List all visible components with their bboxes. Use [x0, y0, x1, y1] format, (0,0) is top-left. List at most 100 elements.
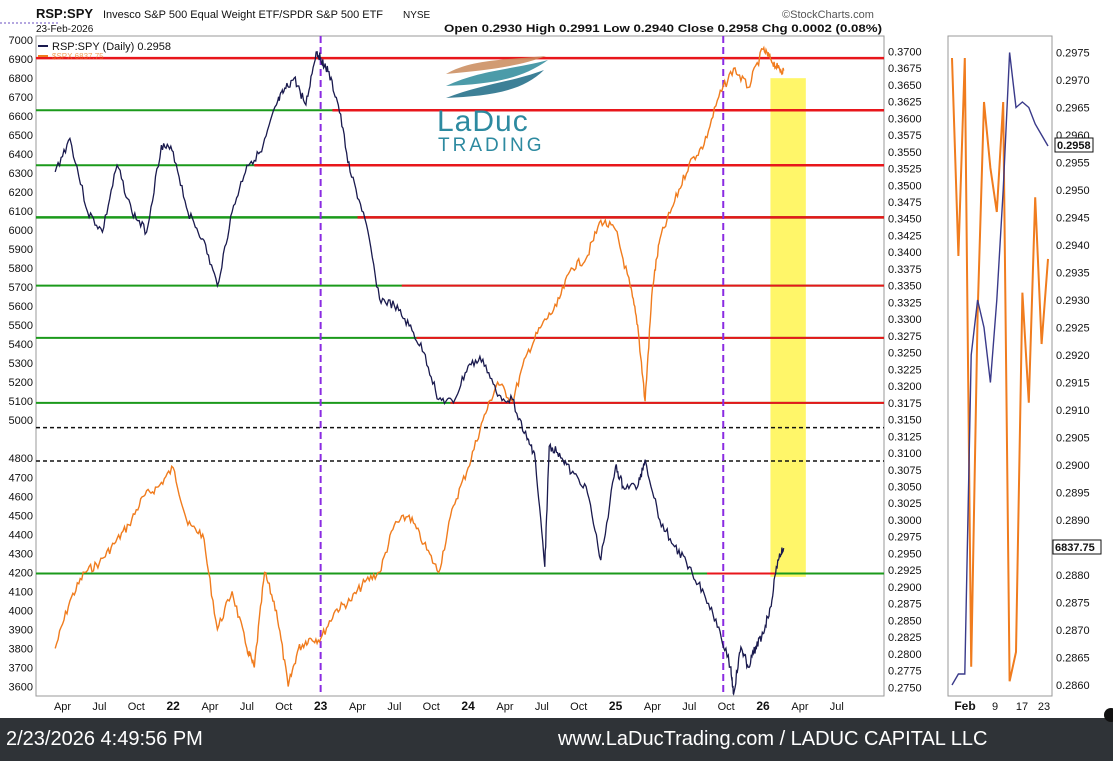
- side-tick-label: 0.2935: [1056, 268, 1090, 280]
- side-tick-label: 0.2965: [1056, 103, 1090, 115]
- left-tick-label: 3800: [9, 643, 33, 655]
- side-tick-label: 0.2915: [1056, 378, 1090, 390]
- right-tick-label: 0.2825: [888, 632, 922, 644]
- side-tick-label: 0.2890: [1056, 515, 1090, 527]
- x-tick-label: Jul: [92, 701, 106, 713]
- right-tick-label: 0.2750: [888, 682, 922, 694]
- right-tick-label: 0.2875: [888, 599, 922, 611]
- left-tick-label: 4100: [9, 586, 33, 598]
- x-tick-label: Jul: [240, 701, 254, 713]
- right-tick-label: 0.3325: [888, 297, 922, 309]
- right-tick-label: 0.2800: [888, 649, 922, 661]
- right-tick-label: 0.3400: [888, 247, 922, 259]
- highlight-zone: [770, 78, 806, 577]
- right-tick-label: 0.3125: [888, 431, 922, 443]
- x-tick-label: 25: [609, 699, 623, 713]
- right-tick-label: 0.2950: [888, 548, 922, 560]
- left-tick-label: 4600: [9, 491, 33, 503]
- right-tick-label: 0.3200: [888, 381, 922, 393]
- right-tick-label: 0.3050: [888, 481, 922, 493]
- x-tick-label: Apr: [349, 701, 366, 713]
- chart-svg: RSP:SPY Invesco S&P 500 Equal Weight ETF…: [0, 6, 1102, 713]
- left-tick-label: 6600: [9, 111, 33, 123]
- header-exchange: NYSE: [403, 10, 431, 21]
- side-tick-label: 0.2930: [1056, 295, 1090, 307]
- left-tick-label: 5000: [9, 415, 33, 427]
- side-tick-label: 0.2970: [1056, 75, 1090, 87]
- side-tick-label: 0.2920: [1056, 350, 1090, 362]
- left-tick-label: 4700: [9, 472, 33, 484]
- left-tick-label: 5700: [9, 282, 33, 294]
- left-tick-label: 6400: [9, 149, 33, 161]
- logo-line1: LaDuc: [437, 105, 529, 138]
- x-tick-label: Oct: [718, 701, 735, 713]
- right-tick-label: 0.3575: [888, 130, 922, 142]
- right-tick-label: 0.3075: [888, 465, 922, 477]
- x-tick-label: Apr: [201, 701, 218, 713]
- side-tick-label: 0.2945: [1056, 213, 1090, 225]
- side-tick-label: 0.2870: [1056, 625, 1090, 637]
- left-tick-label: 4800: [9, 453, 33, 465]
- right-tick-label: 0.3225: [888, 364, 922, 376]
- side-plot-frame: [947, 35, 1053, 697]
- side-tick-label: 0.2880: [1056, 570, 1090, 582]
- side-x-tick-label: 23: [1038, 701, 1050, 713]
- side-tick-label: 0.2940: [1056, 240, 1090, 252]
- left-tick-label: 3600: [9, 681, 33, 693]
- left-tick-label: 5200: [9, 377, 33, 389]
- right-tick-label: 0.2925: [888, 565, 922, 577]
- chart-area: RSP:SPY Invesco S&P 500 Equal Weight ETF…: [0, 6, 1102, 713]
- left-tick-label: 6200: [9, 187, 33, 199]
- left-tick-label: 4300: [9, 548, 33, 560]
- left-tick-label: 4500: [9, 510, 33, 522]
- right-tick-label: 0.3675: [888, 63, 922, 75]
- x-tick-label: Oct: [423, 701, 440, 713]
- side-tick-label: 0.2900: [1056, 460, 1090, 472]
- side-x-tick-label: Feb: [954, 699, 975, 713]
- side-tick-label: 0.2905: [1056, 433, 1090, 445]
- right-tick-label: 0.3700: [888, 46, 922, 58]
- side-tick-label: 0.2895: [1056, 488, 1090, 500]
- right-tick-label: 0.3500: [888, 180, 922, 192]
- right-tick-label: 0.3625: [888, 97, 922, 109]
- left-tick-label: 5100: [9, 396, 33, 408]
- left-tick-label: 4400: [9, 529, 33, 541]
- x-tick-label: 22: [166, 699, 180, 713]
- right-tick-label: 0.3150: [888, 415, 922, 427]
- side-tick-label: 0.2950: [1056, 185, 1090, 197]
- left-tick-label: 6300: [9, 168, 33, 180]
- side-tick-label: 0.2955: [1056, 158, 1090, 170]
- right-tick-label: 0.3300: [888, 314, 922, 326]
- legend-spx-label: $SPX 6837.75: [52, 52, 104, 61]
- header-symbol: RSP:SPY: [36, 6, 93, 21]
- left-tick-label: 5900: [9, 244, 33, 256]
- side-x-tick-label: 9: [992, 701, 998, 713]
- x-tick-label: 26: [756, 699, 770, 713]
- x-tick-label: 23: [314, 699, 328, 713]
- left-tick-label: 5800: [9, 263, 33, 275]
- right-tick-label: 0.2900: [888, 582, 922, 594]
- side-spx-line: [951, 57, 1049, 682]
- x-tick-label: Apr: [644, 701, 661, 713]
- right-tick-label: 0.3100: [888, 448, 922, 460]
- laduc-logo: LaDuc TRADING: [437, 56, 548, 156]
- spx-last-value: 6837.75: [1055, 542, 1095, 554]
- left-tick-label: 6500: [9, 130, 33, 142]
- x-tick-label: Jul: [387, 701, 401, 713]
- x-tick-label: Jul: [682, 701, 696, 713]
- left-tick-label: 5600: [9, 301, 33, 313]
- left-tick-label: 6900: [9, 54, 33, 66]
- ratio-series-line: [54, 51, 785, 696]
- x-tick-label: Apr: [496, 701, 513, 713]
- x-tick-label: Apr: [791, 701, 808, 713]
- footer-site[interactable]: www.LaDucTrading.com / LADUC CAPITAL LLC: [558, 728, 988, 750]
- header-description: Invesco S&P 500 Equal Weight ETF/SPDR S&…: [103, 9, 383, 21]
- left-tick-label: 6700: [9, 92, 33, 104]
- header-credit: ©StockCharts.com: [782, 9, 874, 21]
- right-tick-label: 0.3550: [888, 147, 922, 159]
- right-tick-label: 0.3600: [888, 113, 922, 125]
- x-tick-label: Jul: [830, 701, 844, 713]
- left-tick-label: 6000: [9, 225, 33, 237]
- side-tick-label: 0.2925: [1056, 323, 1090, 335]
- right-tick-label: 0.3175: [888, 398, 922, 410]
